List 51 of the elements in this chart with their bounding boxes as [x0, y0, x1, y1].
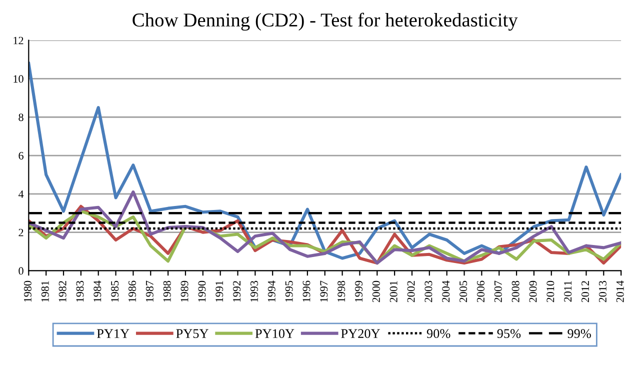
- legend-label: 99%: [568, 329, 591, 338]
- x-tick-label: 2005: [460, 280, 468, 302]
- x-tick-label: 2001: [390, 281, 398, 302]
- x-tick-label: 1986: [128, 280, 136, 302]
- legend-label: PY20Y: [341, 329, 380, 338]
- x-tick-label: 1981: [41, 281, 49, 302]
- x-tick-label: 1983: [76, 280, 84, 302]
- x-tick-label: 1985: [111, 280, 119, 302]
- x-tick-label: 1998: [338, 280, 346, 302]
- x-tick-label: 2003: [424, 280, 432, 302]
- x-tick-label: 2004: [442, 280, 450, 302]
- legend-label: 95%: [497, 329, 521, 338]
- x-tick-label: 1980: [24, 280, 32, 302]
- y-tick-label: 2: [18, 228, 24, 236]
- x-tick-label: 2008: [512, 280, 520, 302]
- x-tick-label: 1995: [285, 280, 293, 302]
- x-tick-label: 1991: [216, 281, 224, 302]
- x-tick-label: 1997: [320, 280, 328, 302]
- legend-label: PY5Y: [176, 329, 208, 338]
- x-tick-label: 1993: [250, 280, 258, 302]
- line-series: [28, 190, 622, 265]
- x-tick-label: 2009: [529, 280, 537, 302]
- x-tick-label: 2014: [616, 280, 624, 302]
- x-tick-label: 1988: [163, 280, 171, 302]
- legend-label: PY1Y: [96, 329, 130, 338]
- x-tick-label: 2007: [494, 280, 502, 302]
- x-tick-label: 1982: [58, 281, 66, 302]
- x-tick-label: 1999: [355, 280, 362, 302]
- x-tick-label: 1990: [198, 280, 206, 302]
- y-tick-label: 12: [14, 36, 24, 44]
- x-tick-label: 2010: [546, 280, 554, 302]
- legend-label: PY10Y: [255, 329, 294, 338]
- x-tick-label: 1992: [233, 281, 241, 302]
- x-tick-label: 2013: [598, 280, 606, 302]
- y-tick-label: 0: [18, 267, 24, 275]
- x-tick-label: 2012: [582, 281, 590, 302]
- chart-title: Chow Denning (CD2) - Test for heterokedasticity: [132, 12, 518, 31]
- x-tick-label: 1996: [302, 280, 310, 302]
- y-tick-label: 4: [18, 190, 24, 198]
- x-tick-label: 1989: [180, 280, 188, 302]
- y-tick-label: 10: [14, 75, 24, 83]
- x-tick-label: 2011: [564, 281, 572, 302]
- y-tick-label: 8: [18, 114, 24, 122]
- x-tick-label: 2002: [407, 281, 415, 302]
- x-tick-label: 1987: [146, 280, 154, 302]
- x-tick-label: 2006: [476, 280, 484, 302]
- legend-label: 90%: [426, 329, 450, 338]
- x-tick-label: 1994: [268, 280, 276, 302]
- y-tick-label: 6: [18, 152, 24, 160]
- x-tick-label: 2000: [372, 280, 380, 302]
- x-tick-label: 1984: [94, 280, 102, 302]
